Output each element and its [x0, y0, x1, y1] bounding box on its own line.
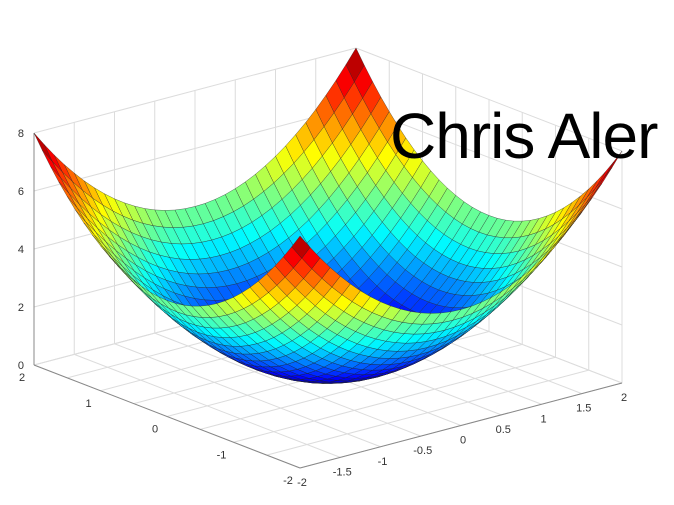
surface-mesh	[33, 47, 623, 384]
z-tick-label: 6	[18, 186, 24, 198]
surface-facet	[33, 132, 53, 162]
x-tick-label: 0.5	[496, 424, 511, 436]
z-tick-label: 4	[18, 244, 24, 256]
y-axis-line	[33, 364, 301, 469]
x-tick-label: -1	[378, 456, 388, 468]
y-tick-label: -2	[283, 475, 293, 487]
x-axis-line	[299, 382, 623, 469]
x-tick-label: -1.5	[333, 466, 352, 478]
y-tick-label: -1	[217, 449, 227, 461]
y-tick-label: 1	[85, 398, 91, 410]
floor-gridline-y	[266, 369, 589, 456]
z-tick-label: 8	[18, 128, 24, 140]
x-tick-label: 1	[540, 413, 546, 425]
x-tick-label: 2	[621, 392, 627, 404]
y-tick-label: 0	[152, 424, 158, 436]
x-tick-label: 0	[460, 435, 466, 447]
z-tick-label: 2	[18, 302, 24, 314]
z-tick-label: 0	[18, 360, 24, 372]
x-tick-label: -2	[297, 477, 307, 489]
floor-gridline-y	[233, 356, 556, 443]
surface-facet	[586, 171, 606, 198]
floor-gridline-y	[200, 343, 523, 430]
surface-facet	[291, 235, 311, 259]
x-tick-label: 1.5	[576, 403, 591, 415]
overlay-caption: Chris Aler	[390, 100, 658, 172]
x-tick-label: -0.5	[413, 445, 432, 457]
y-tick-label: 2	[19, 372, 25, 384]
